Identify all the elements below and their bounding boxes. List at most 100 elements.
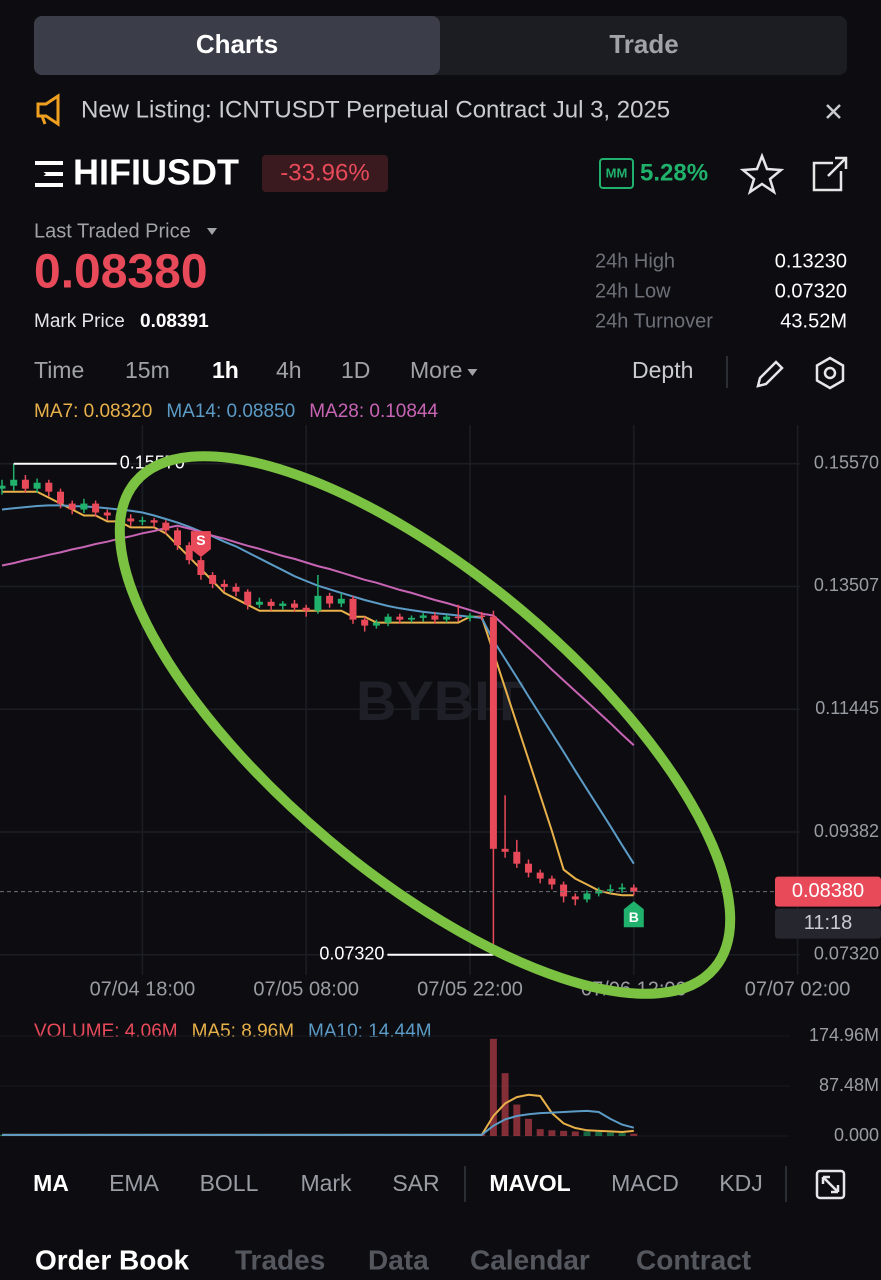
price-tag	[775, 876, 881, 907]
indicator-tab[interactable]: SAR	[392, 1170, 439, 1196]
mm-badge: MM	[606, 165, 628, 180]
candle-body	[255, 601, 263, 605]
banner-text[interactable]: New Listing: ICNTUSDT Perpetual Contract…	[81, 96, 670, 123]
volume-ma-line	[2, 1109, 635, 1136]
stat-label: 24h Turnover	[595, 310, 713, 332]
interval-tab[interactable]: More	[410, 357, 462, 383]
volume-bar	[583, 1131, 591, 1136]
fullscreen-icon[interactable]	[815, 1169, 846, 1200]
close-icon[interactable]	[826, 104, 841, 119]
candle-body	[127, 518, 135, 522]
interval-tab[interactable]: Time	[34, 357, 84, 383]
indicator-tab[interactable]: BOLL	[200, 1170, 259, 1196]
candle-body	[361, 619, 369, 626]
indicator-tab[interactable]: MAVOL	[489, 1170, 570, 1196]
settings-icon[interactable]	[815, 356, 845, 390]
candle-body	[513, 851, 521, 864]
candle-body	[209, 575, 217, 584]
dropdown-icon[interactable]	[207, 228, 217, 235]
indicator-tab[interactable]: KDJ	[719, 1170, 762, 1196]
dropdown-icon[interactable]	[467, 369, 478, 376]
indicator-tab[interactable]: MA	[33, 1170, 69, 1196]
volume-bar	[548, 1130, 556, 1136]
price-tag-label: 0.08380	[792, 880, 864, 902]
candle-body	[548, 878, 556, 885]
volume-tick-label: 0.000	[834, 1125, 879, 1145]
candle-body	[314, 595, 322, 611]
indicator-row: MA EMA BOLL Mark SAR MAVOL MACD KDJ	[33, 1170, 763, 1196]
stat-value: 0.07320	[775, 280, 847, 302]
tab-active[interactable]	[34, 16, 440, 75]
indicator-tab[interactable]: EMA	[109, 1170, 160, 1196]
candle-body	[220, 583, 228, 587]
candle-body	[302, 607, 310, 611]
menu-icon[interactable]	[35, 161, 63, 187]
stats: 24h High 0.13230 24h Low 0.07320 24h Turnove…	[595, 250, 847, 332]
bottom-tab[interactable]: Order Book	[35, 1244, 189, 1275]
candle-body	[244, 591, 252, 605]
stat-label: 24h Low	[595, 280, 671, 302]
mm-rate: 5.28%	[640, 159, 708, 186]
candle-body	[478, 615, 486, 617]
ma-legend-item: MA7: 0.08320	[34, 401, 152, 422]
candle-body	[197, 560, 205, 575]
last-traded-label[interactable]: Last Traded Price	[34, 220, 191, 242]
volume-bar	[513, 1104, 521, 1136]
candle-body	[279, 603, 287, 606]
candle-body	[33, 482, 41, 489]
volume-bar	[560, 1130, 568, 1136]
volume-legend-item: MA10: 14.44M	[308, 1021, 432, 1042]
indicator-tab[interactable]: Mark	[300, 1170, 352, 1196]
candle-body	[408, 617, 415, 620]
favorite-icon[interactable]	[739, 152, 785, 195]
indicator-tab[interactable]: MACD	[611, 1170, 679, 1196]
volume-legend-item: VOLUME: 4.06M	[34, 1021, 178, 1042]
volume-bar	[525, 1118, 532, 1136]
interval-tab[interactable]: 15m	[125, 357, 170, 383]
draw-icon[interactable]	[756, 360, 784, 388]
interval-tab[interactable]: 1D	[341, 357, 370, 383]
candle-body	[466, 615, 474, 618]
symbol: HIFIUSDT	[73, 152, 239, 193]
stat-value: 43.52M	[780, 310, 847, 332]
volume-bar	[571, 1131, 579, 1136]
candle-body	[291, 603, 298, 608]
megaphone-icon	[36, 93, 60, 127]
tab[interactable]: Charts	[196, 29, 278, 59]
bottom-tab[interactable]: Data	[368, 1244, 429, 1275]
candle-body	[162, 522, 170, 531]
candle-body	[103, 512, 111, 516]
volume-bar	[630, 1133, 638, 1136]
bottom-tab[interactable]: Trades	[235, 1244, 325, 1275]
bottom-tab[interactable]: Contract	[636, 1244, 751, 1275]
interval-tab[interactable]: 4h	[276, 357, 302, 383]
interval-tab[interactable]: 1h	[212, 357, 239, 383]
y-tick-label: 0.07320	[814, 944, 879, 964]
bottom-tabs: Order Book Trades Data Calendar Contract	[35, 1244, 751, 1275]
y-tick-label: 0.11445	[815, 698, 879, 718]
share-icon[interactable]	[812, 156, 848, 192]
candle-body	[150, 520, 158, 523]
candle-body	[57, 491, 64, 504]
watermark: BYBIT	[356, 669, 524, 732]
candle-body	[571, 896, 579, 900]
low-marker-label: 0.07320	[319, 944, 384, 964]
candle-body	[337, 598, 345, 604]
candle-body	[454, 616, 462, 619]
y-tick-label: 0.09382	[814, 821, 879, 841]
volume-tick-label: 174.96M	[809, 1025, 879, 1045]
volume-tick-label: 87.48M	[819, 1075, 879, 1095]
buy-marker-shape	[623, 901, 644, 928]
stat-label: 24h High	[595, 250, 675, 272]
tab[interactable]: Trade	[609, 29, 678, 59]
bottom-tab[interactable]: Calendar	[470, 1244, 590, 1275]
candle-body	[583, 893, 591, 900]
candle-body	[618, 887, 626, 890]
depth-tab[interactable]: Depth	[632, 357, 693, 383]
highlight-ellipse	[114, 451, 736, 999]
candle-body	[443, 616, 451, 620]
buy-marker: B	[629, 909, 639, 925]
volume-bar	[595, 1131, 603, 1136]
candle-body	[174, 530, 181, 546]
